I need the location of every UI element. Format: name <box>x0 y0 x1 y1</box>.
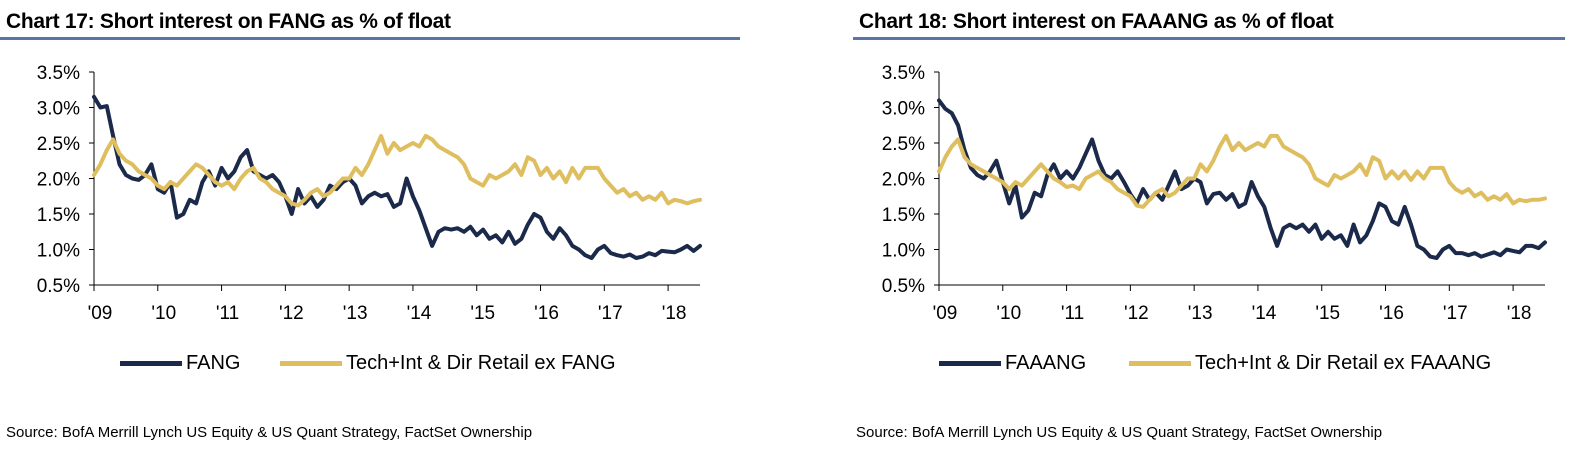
x-tick-label: '16 <box>534 303 559 324</box>
chart-legend: FANG Tech+Int & Dir Retail ex FANG <box>0 352 760 388</box>
legend-swatch-gold <box>1129 361 1191 366</box>
x-tick-label: '17 <box>598 303 623 324</box>
chart-title: Chart 18: Short interest on FAAANG as % … <box>859 10 1334 33</box>
legend-item-series-1: FAAANG <box>939 352 1086 375</box>
y-tick-label: 0.5% <box>37 276 80 297</box>
series-line-dark <box>92 94 702 260</box>
legend-swatch-gold <box>280 361 342 366</box>
title-divider <box>853 37 1565 40</box>
series-line-dark <box>937 98 1547 260</box>
chart-source: Source: BofA Merrill Lynch US Equity & U… <box>6 424 533 441</box>
legend-label: FANG <box>186 352 241 374</box>
chart-title: Chart 17: Short interest on FANG as % of… <box>6 10 451 33</box>
y-tick-label: 1.5% <box>882 205 925 226</box>
chart-legend: FAAANG Tech+Int & Dir Retail ex FAAANG <box>853 352 1573 388</box>
y-tick-label: 1.5% <box>37 205 80 226</box>
y-tick-label: 3.5% <box>882 63 925 84</box>
y-tick-label: 2.5% <box>37 134 80 155</box>
legend-swatch-dark <box>939 361 1001 366</box>
series-line-gold <box>92 133 702 208</box>
x-tick-label: '10 <box>996 303 1021 324</box>
line-chart: 0.5% 1.0% 1.5% 2.0% 2.5% 3.0% 3.5% '09 '10 '11 '12… <box>37 63 702 324</box>
legend-label: FAAANG <box>1005 352 1087 374</box>
title-divider <box>0 37 740 40</box>
legend-item-series-1: FANG <box>120 352 240 375</box>
legend-label: Tech+Int & Dir Retail ex FANG <box>346 352 616 374</box>
chart-panel-18: Chart 18: Short interest on FAAANG as % … <box>853 0 1573 455</box>
legend-label: Tech+Int & Dir Retail ex FAAANG <box>1195 352 1492 374</box>
x-tick-label: '14 <box>1252 303 1277 324</box>
x-tick-label: '15 <box>1315 303 1340 324</box>
x-tick-label: '09 <box>88 303 113 324</box>
series-line-gold <box>937 133 1547 209</box>
y-tick-label: 3.0% <box>37 99 80 120</box>
legend-item-series-2: Tech+Int & Dir Retail ex FAAANG <box>1129 352 1491 375</box>
y-tick-label: 2.0% <box>882 170 925 191</box>
y-tick-label: 2.5% <box>882 134 925 155</box>
x-tick-label: '12 <box>1124 303 1149 324</box>
y-tick-label: 1.0% <box>37 241 80 262</box>
y-tick-label: 3.0% <box>882 99 925 120</box>
x-tick-label: '18 <box>662 303 687 324</box>
x-tick-label: '14 <box>407 303 432 324</box>
chart-source: Source: BofA Merrill Lynch US Equity & U… <box>856 424 1383 441</box>
x-tick-label: '11 <box>1061 303 1084 324</box>
x-tick-label: '15 <box>470 303 495 324</box>
y-tick-label: 0.5% <box>882 276 925 297</box>
x-tick-label: '11 <box>216 303 239 324</box>
x-tick-label: '13 <box>1188 303 1213 324</box>
x-tick-label: '16 <box>1379 303 1404 324</box>
chart-panel-17: Chart 17: Short interest on FANG as % of… <box>0 0 760 455</box>
legend-item-series-2: Tech+Int & Dir Retail ex FANG <box>280 352 616 375</box>
x-tick-label: '13 <box>343 303 368 324</box>
x-tick-label: '10 <box>151 303 176 324</box>
y-tick-label: 1.0% <box>882 241 925 262</box>
y-tick-label: 3.5% <box>37 63 80 84</box>
legend-swatch-dark <box>120 361 182 366</box>
y-tick-label: 2.0% <box>37 170 80 191</box>
x-tick-label: '17 <box>1443 303 1468 324</box>
x-tick-label: '09 <box>933 303 958 324</box>
x-tick-label: '18 <box>1507 303 1532 324</box>
line-chart: 0.5% 1.0% 1.5% 2.0% 2.5% 3.0% 3.5% '09 '10 '11 '12… <box>882 63 1547 324</box>
x-tick-label: '12 <box>279 303 304 324</box>
